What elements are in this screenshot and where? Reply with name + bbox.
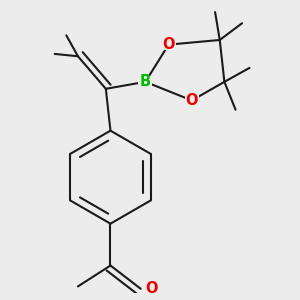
Text: O: O (186, 93, 198, 108)
Text: B: B (140, 74, 151, 89)
Text: O: O (145, 281, 158, 296)
Bar (185, 94, 199, 106)
Text: O: O (162, 37, 175, 52)
Bar (144, 283, 158, 295)
Bar (162, 39, 176, 50)
Bar (138, 76, 152, 88)
